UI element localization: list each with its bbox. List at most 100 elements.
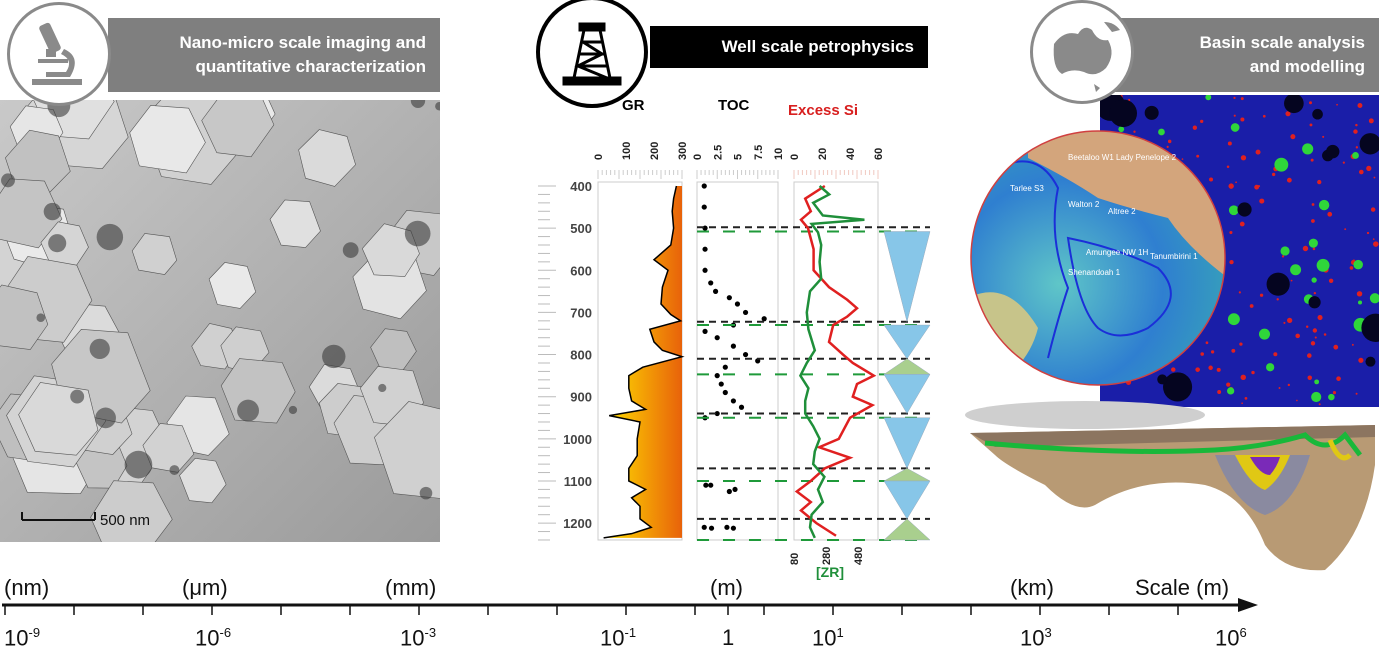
red-speck	[1313, 292, 1317, 295]
sem-pore	[288, 405, 298, 415]
sem-grain	[201, 100, 275, 158]
red-speck	[1240, 374, 1246, 381]
dark-pore	[1109, 99, 1138, 128]
red-speck	[1309, 101, 1312, 105]
red-speck	[1366, 231, 1370, 235]
red-speck	[1281, 255, 1285, 258]
track-tick-label: 300	[677, 142, 689, 160]
red-speck	[1226, 165, 1230, 169]
map-label: Altree 2	[1108, 207, 1136, 216]
sem-pore	[70, 389, 85, 404]
toc-point	[701, 183, 707, 189]
excess-si-track-title: Excess Si	[788, 102, 859, 119]
sem-pore	[404, 220, 431, 247]
red-speck	[1240, 97, 1244, 101]
red-speck	[1229, 230, 1233, 235]
red-speck	[1295, 333, 1300, 339]
track-tick-label: 100	[621, 142, 633, 160]
sem-pore	[419, 486, 433, 500]
scale-tick-label: 10-9	[4, 625, 41, 651]
scale-tick-label: 106	[1215, 625, 1247, 651]
green-grain	[1353, 259, 1363, 270]
red-speck	[1307, 353, 1312, 358]
red-speck	[1312, 328, 1318, 333]
toc-point	[726, 488, 732, 495]
green-grain	[1205, 95, 1212, 101]
dark-pore	[1144, 105, 1159, 120]
zr-curve	[798, 185, 865, 539]
red-speck	[1356, 291, 1363, 297]
red-speck	[1290, 279, 1293, 282]
red-speck	[1235, 181, 1237, 184]
map-label: Amungee NW 1H	[1086, 248, 1148, 257]
red-speck	[1310, 341, 1316, 346]
red-speck	[1228, 183, 1234, 189]
red-speck	[1355, 123, 1358, 127]
sem-pore	[410, 100, 426, 108]
depth-tick-label: 400	[570, 179, 592, 194]
basin-3d-model	[965, 401, 1375, 571]
toc-point	[732, 486, 738, 493]
toc-point	[702, 328, 708, 334]
red-speck	[1296, 399, 1298, 402]
green-grain	[1158, 128, 1165, 136]
depth-tick-label: 900	[570, 390, 592, 405]
basin-title-line1: Basin scale analysis	[1199, 33, 1365, 52]
toc-point	[703, 482, 709, 488]
green-grain	[1228, 205, 1239, 216]
red-speck	[1217, 390, 1222, 394]
sem-grain	[90, 480, 173, 542]
toc-point	[714, 410, 720, 417]
red-speck	[1210, 350, 1215, 354]
red-speck	[1195, 367, 1200, 372]
dark-pore	[1237, 202, 1252, 217]
red-speck	[1336, 103, 1338, 106]
blue-sequence-triangle	[883, 480, 931, 520]
red-speck	[1351, 343, 1354, 346]
red-speck	[1200, 352, 1204, 356]
depth-tick-label: 1100	[564, 474, 592, 489]
toc-point	[714, 373, 720, 379]
red-speck	[1358, 169, 1364, 175]
scale-tick-label: 103	[1020, 625, 1052, 651]
sem-pore	[89, 338, 110, 359]
unit-um: (μm)	[182, 575, 228, 600]
dark-pore	[1308, 296, 1321, 309]
sem-grain	[298, 129, 356, 187]
dark-pore	[1266, 272, 1290, 296]
sem-pore	[342, 242, 359, 258]
sem-pore	[36, 313, 46, 322]
scale-axis	[2, 598, 1258, 615]
red-speck	[1262, 114, 1266, 118]
green-sequence-triangle	[883, 518, 931, 541]
unit-mm: (mm)	[385, 575, 437, 600]
red-speck	[1233, 114, 1236, 117]
map-label: Beetaloo W1	[1068, 153, 1114, 162]
green-sequence-triangle	[883, 468, 931, 482]
red-speck	[1229, 259, 1234, 265]
red-speck	[1366, 165, 1372, 172]
green-grain	[1369, 293, 1379, 304]
green-grain	[1258, 328, 1271, 340]
track-tick-label: 10	[773, 148, 785, 160]
toc-point	[702, 246, 708, 252]
toc-point	[702, 267, 708, 273]
toc-point	[730, 343, 736, 349]
sem-grain	[0, 284, 49, 350]
red-speck	[1216, 367, 1221, 372]
red-speck	[1355, 392, 1358, 395]
green-grain	[1352, 152, 1359, 159]
red-speck	[1322, 135, 1325, 138]
toc-point	[761, 316, 767, 322]
green-grain	[1314, 379, 1320, 385]
red-speck	[1276, 298, 1279, 301]
toc-point	[742, 309, 749, 316]
map-label: Tanumbirini 1	[1150, 252, 1198, 261]
red-speck	[1332, 391, 1337, 395]
gr-fill	[603, 186, 682, 538]
sem-grain	[374, 401, 440, 499]
red-speck	[1208, 365, 1213, 371]
map-label: Shenandoah 1	[1068, 268, 1121, 277]
toc-point	[718, 381, 724, 387]
red-speck	[1368, 118, 1374, 124]
